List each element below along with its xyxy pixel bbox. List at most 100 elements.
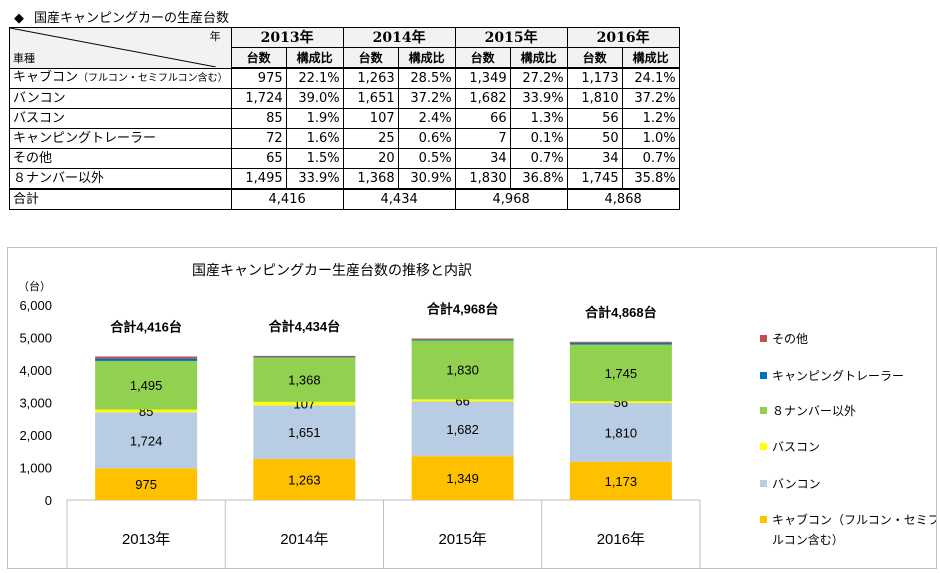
count-cell: 85 (230, 108, 287, 129)
total-cell: 4,416 (230, 188, 344, 210)
bar-data-label: 1,830 (446, 363, 479, 378)
bar-segment (411, 456, 514, 500)
table-row: キャンピングトレーラー 72 1.6% 25 0.6% 7 0.1% 50 1.… (9, 128, 680, 149)
row-name: キャブコン (13, 69, 79, 85)
total-label: 合計4,434台 (269, 319, 341, 334)
legend-swatch (760, 335, 767, 342)
ratio-header: 構成比 (509, 47, 568, 69)
count-cell: 1,745 (566, 168, 623, 190)
table-heading: ◆ 国産キャンピングカーの生産台数 (14, 7, 229, 26)
y-axis-label: （台） (18, 279, 51, 293)
count-cell: 1,173 (566, 67, 623, 89)
legend-swatch (760, 407, 767, 414)
legend-swatch (760, 443, 767, 450)
bar-segment (253, 356, 356, 358)
y-tick-label: 3,000 (19, 396, 52, 411)
bar-segment (95, 409, 198, 413)
total-label: 合計 (9, 188, 232, 210)
count-cell: 65 (230, 148, 287, 169)
ratio-header: 構成比 (397, 47, 456, 69)
bar-data-label: 1,263 (288, 472, 321, 487)
bar-data-label: 1,495 (130, 378, 163, 393)
count-header: 台数 (342, 47, 399, 69)
bar-segment (253, 458, 356, 500)
chart-title: 国産キャンピングカー生産台数の推移と内訳 (192, 262, 472, 278)
corner-diagonal (10, 28, 216, 67)
count-cell: 1,651 (342, 88, 399, 109)
year-header: 2013年 (230, 27, 344, 48)
total-cell: 4,968 (454, 188, 568, 210)
bar-data-label: 975 (135, 477, 157, 492)
ratio-cell: 28.5% (397, 67, 456, 89)
bar-segment (411, 339, 514, 341)
count-cell: 34 (566, 148, 623, 169)
count-cell: 20 (342, 148, 399, 169)
table-row: バンコン 1,724 39.0% 1,651 37.2% 1,682 33.9%… (9, 88, 680, 109)
x-tick-label: 2016年 (597, 531, 645, 548)
diamond-icon: ◆ (14, 11, 24, 26)
x-tick-label: 2015年 (438, 531, 486, 548)
x-tick-label: 2013年 (122, 531, 170, 548)
ratio-cell: 24.1% (621, 67, 680, 89)
bar-segment (569, 403, 672, 462)
bar-segment (569, 344, 672, 402)
legend-label: キャンピングトレーラー (772, 369, 904, 383)
bar-segment (411, 401, 514, 457)
production-table: 年 車種 2013年 2014年 2015年 2016年 台数 構成比 台数 構… (9, 27, 680, 210)
table-heading-text: 国産キャンピングカーの生産台数 (34, 11, 230, 26)
total-label: 合計4,968台 (427, 302, 499, 317)
bar-segment (569, 401, 672, 404)
bar-data-label: 1,349 (446, 471, 479, 486)
bar-data-label: 1,173 (605, 474, 638, 489)
count-cell: 975 (230, 67, 287, 89)
bar-segment (411, 339, 514, 400)
ratio-cell: 0.6% (397, 128, 456, 149)
row-label: キャブコン（フルコン・セミフルコン含む） (9, 67, 232, 89)
ratio-cell: 0.7% (621, 148, 680, 169)
bar-data-label: 1,368 (288, 373, 321, 388)
count-header: 台数 (566, 47, 623, 69)
legend-label: バスコン (772, 440, 820, 454)
count-cell: 72 (230, 128, 287, 149)
legend-label: ８ナンバー以外 (772, 404, 856, 418)
corner-type-label: 車種 (13, 51, 35, 65)
legend-label: バンコン (772, 477, 821, 491)
table-row: バスコン 85 1.9% 107 2.4% 66 1.3% 56 1.2% (9, 108, 680, 129)
table-row: その他 65 1.5% 20 0.5% 34 0.7% 34 0.7% (9, 148, 680, 169)
year-header: 2016年 (566, 27, 680, 48)
bar-segment (95, 412, 198, 469)
bar-data-label: 1,810 (605, 425, 638, 440)
corner-year-label: 年 (209, 30, 221, 43)
bar-segment (95, 468, 198, 500)
ratio-cell: 33.9% (285, 168, 344, 190)
count-cell: 1,349 (454, 67, 511, 89)
count-cell: 25 (342, 128, 399, 149)
bar-segment (411, 338, 514, 340)
bar-segment (569, 342, 672, 345)
stacked-bar-chart: 国産キャンピングカー生産台数の推移と内訳 （台） 0 1,000 2,000 3,000 4… (18, 262, 940, 568)
ratio-cell: 1.2% (621, 108, 680, 129)
year-header: 2015年 (454, 27, 568, 48)
ratio-header: 構成比 (285, 47, 344, 69)
bar-segment (569, 461, 672, 500)
total-label: 合計4,416台 (110, 319, 182, 334)
count-cell: 1,830 (454, 168, 511, 190)
table-row: キャブコン（フルコン・セミフルコン含む） 975 22.1% 1,263 28.… (9, 67, 680, 89)
legend-swatch (760, 372, 767, 379)
bar-segment (569, 341, 672, 343)
ratio-cell: 37.2% (397, 88, 456, 109)
bar-segment (95, 356, 198, 359)
total-row: 合計 4,416 4,434 4,968 4,868 (9, 188, 680, 210)
row-label: バスコン (9, 108, 232, 129)
ratio-cell: 1.9% (285, 108, 344, 129)
bar-segment (253, 401, 356, 406)
ratio-cell: 0.5% (397, 148, 456, 169)
legend-label-continued: ルコン含む） (772, 532, 844, 547)
row-label: バンコン (9, 88, 232, 109)
ratio-cell: 36.8% (509, 168, 568, 190)
bar-data-label: 1,682 (446, 422, 479, 437)
ratio-cell: 35.8% (621, 168, 680, 190)
ratio-cell: 39.0% (285, 88, 344, 109)
y-tick-label: 4,000 (19, 363, 52, 378)
legend-swatch (760, 516, 767, 523)
